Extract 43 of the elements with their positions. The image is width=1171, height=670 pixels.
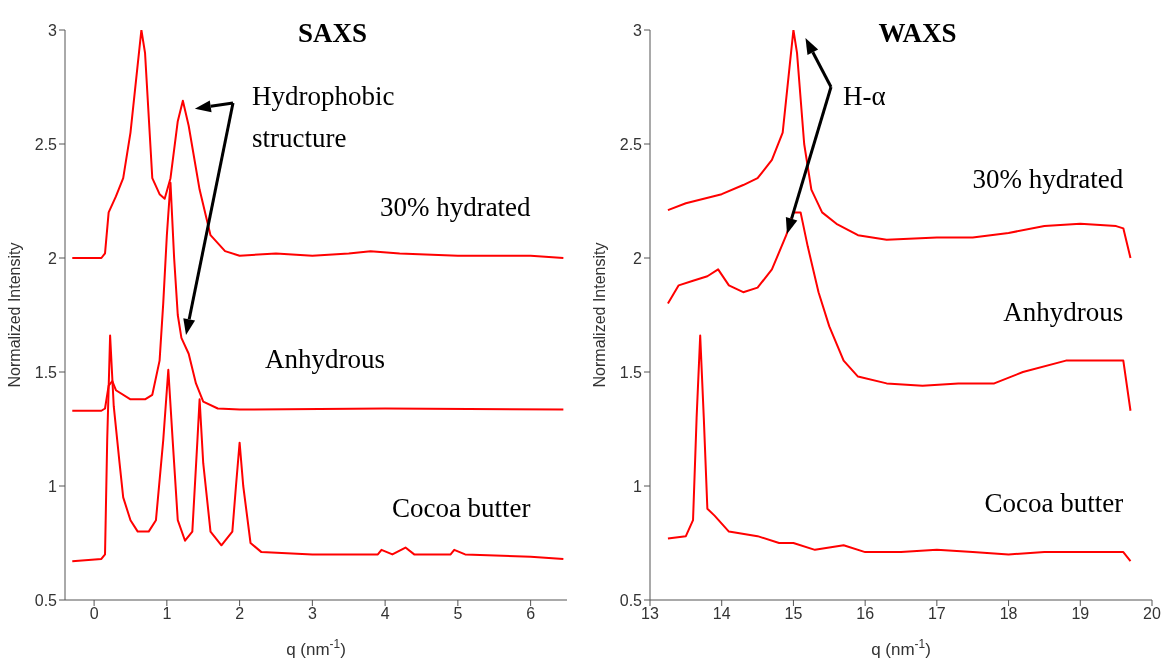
annotation: Hydrophobic structure [252, 80, 396, 155]
y-tick-label: 1.5 [34, 363, 58, 381]
x-tick-label: 14 [712, 605, 731, 623]
x-tick-label: 16 [856, 605, 875, 623]
series-label: Cocoa butter [391, 492, 531, 523]
x-tick-label: 20 [1143, 605, 1161, 623]
line-series [666, 211, 1132, 412]
series-label: Cocoa butter [984, 488, 1124, 519]
y-axis-title: Normalized Intensity [6, 242, 23, 388]
y-tick-label: 3 [633, 21, 643, 39]
y-tick-label: 0.5 [619, 591, 643, 609]
x-axis-title: q (nm$^{-1}$) [871, 637, 931, 659]
x-tick-label: 4 [380, 605, 390, 623]
y-tick-label: 2.5 [619, 135, 643, 153]
x-tick-label: 0 [89, 605, 99, 623]
x-tick-label: 1 [162, 605, 172, 623]
x-tick-label: 2 [235, 605, 245, 623]
line-series [666, 334, 1132, 563]
y-tick-label: 0.5 [34, 591, 58, 609]
y-tick-label: 1 [48, 477, 58, 495]
y-tick-label: 2.5 [34, 135, 58, 153]
x-axis-title: q (nm$^{-1}$) [286, 637, 346, 659]
series-label: 30% hydrated [972, 164, 1124, 195]
x-tick-label: 17 [927, 605, 946, 623]
y-tick-label: 2 [48, 249, 58, 267]
y-tick-label: 1 [633, 477, 643, 495]
y-axis-title: Normalized Intensity [591, 242, 608, 388]
series-label: Anhydrous [265, 344, 386, 375]
chart-title: SAXS [297, 18, 368, 48]
x-tick-label: 6 [526, 605, 536, 623]
x-tick-label: 5 [453, 605, 463, 623]
y-tick-label: 3 [48, 21, 58, 39]
chart-title: WAXS [878, 18, 957, 48]
series-label: Anhydrous [1003, 296, 1124, 327]
series-label: 30% hydrated [379, 191, 532, 222]
x-tick-label: 18 [999, 605, 1018, 623]
y-tick-label: 1.5 [619, 363, 643, 381]
x-tick-label: 13 [641, 605, 659, 623]
annotation: H-α [843, 80, 887, 113]
y-tick-label: 2 [633, 249, 643, 267]
x-tick-label: 3 [307, 605, 317, 623]
x-tick-label: 19 [1071, 605, 1090, 623]
x-tick-label: 15 [784, 605, 803, 623]
